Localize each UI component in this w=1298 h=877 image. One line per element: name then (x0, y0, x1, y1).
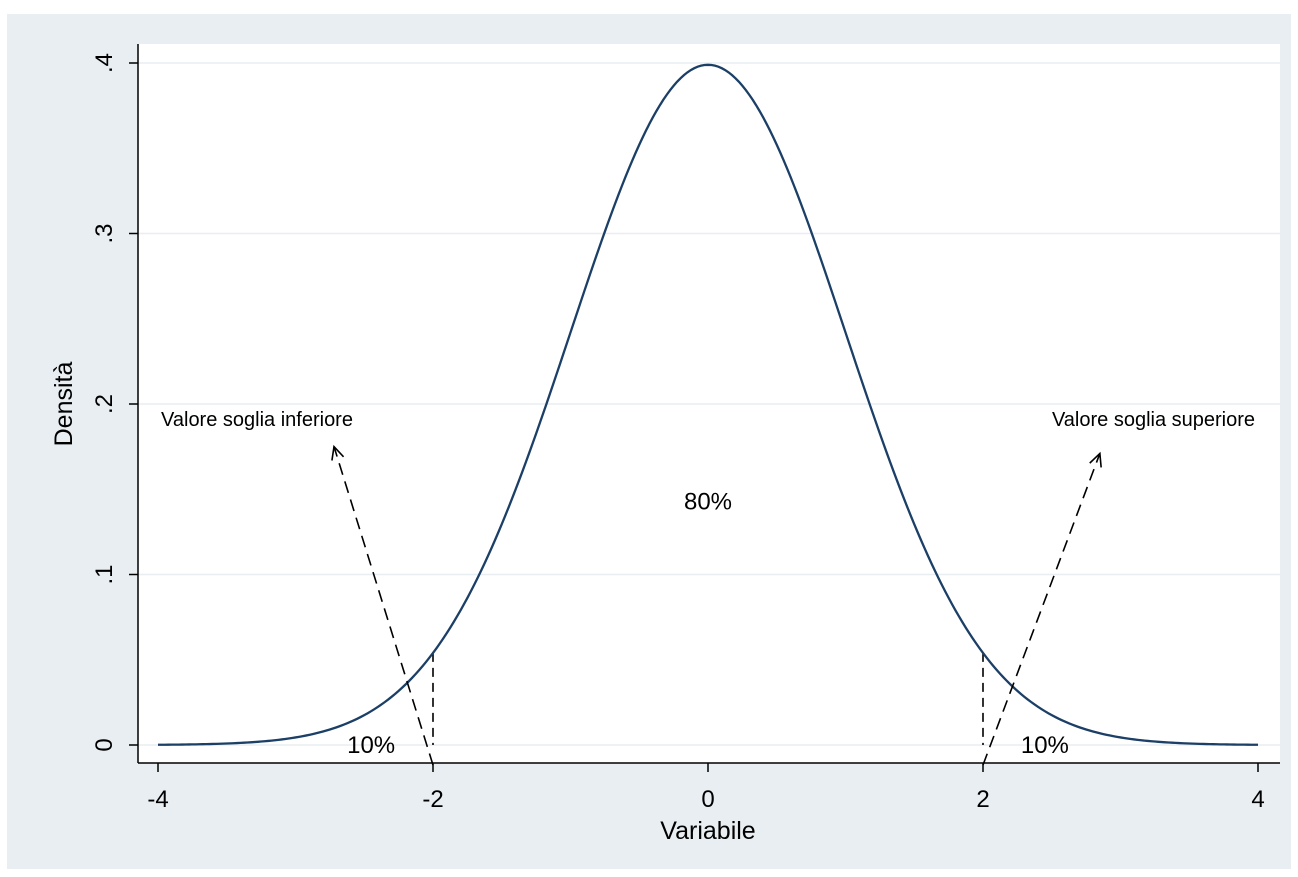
density-curve (157, 63, 1259, 746)
x-tick-label: 0 (701, 786, 714, 813)
ann-center-text: 80% (684, 489, 732, 516)
y-tick-label: 0 (91, 738, 118, 751)
x-tick-label: -4 (147, 786, 168, 813)
ann-upper-text: Valore soglia superiore (1052, 409, 1255, 431)
arrow-head (1089, 451, 1102, 468)
x-tick-label: 4 (1251, 786, 1264, 813)
ann-left-tail-text: 10% (347, 732, 395, 759)
x-tick-label: -2 (422, 786, 443, 813)
arrow-shaft (333, 446, 434, 766)
annotation-arrows (331, 444, 1102, 766)
x-tick-label: 2 (976, 786, 989, 813)
arrow-head (331, 444, 345, 461)
threshold-lines (432, 652, 984, 745)
arrow-shaft (982, 453, 1101, 766)
ann-right-tail-text: 10% (1021, 732, 1069, 759)
y-tick-label: .1 (91, 564, 118, 584)
x-axis-label: Variabile (660, 817, 755, 845)
y-tick-label: .4 (91, 53, 118, 73)
annotations: Valore soglia inferiore Valore soglia sup… (161, 409, 1255, 759)
y-axis-label: Densità (50, 362, 78, 447)
axes (129, 44, 1280, 772)
tick-labels: -4 -2 0 2 4 0 .1 .2 .3 .4 (91, 53, 1265, 813)
ann-lower-text: Valore soglia inferiore (161, 409, 353, 431)
y-tick-label: .2 (91, 394, 118, 414)
y-tick-label: .3 (91, 223, 118, 243)
grid-lines (138, 62, 1280, 746)
